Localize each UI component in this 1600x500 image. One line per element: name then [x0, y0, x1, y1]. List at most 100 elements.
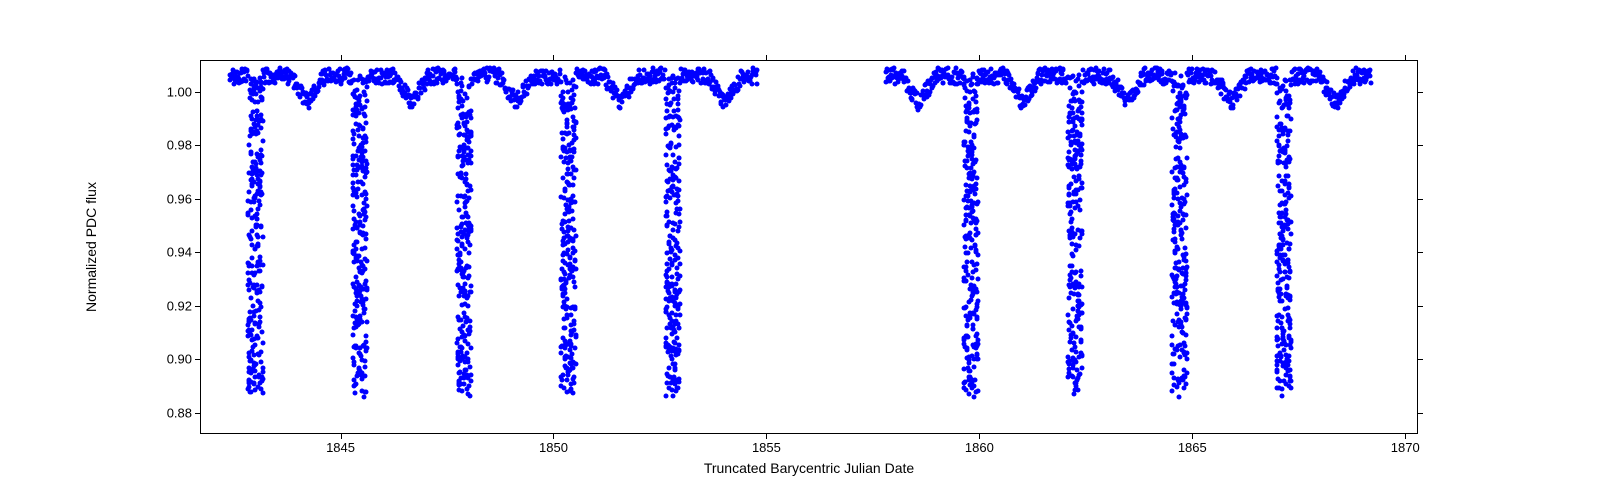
data-point: [973, 378, 978, 383]
data-point: [363, 93, 368, 98]
data-point: [1289, 378, 1294, 383]
data-point: [677, 117, 682, 122]
data-point: [259, 224, 264, 229]
data-point: [255, 216, 260, 221]
data-point: [573, 136, 578, 141]
data-point: [247, 143, 252, 148]
data-point: [673, 361, 678, 366]
data-point: [676, 108, 681, 113]
data-point: [676, 143, 681, 148]
data-point: [355, 186, 360, 191]
data-point: [1277, 154, 1282, 159]
data-point: [1184, 350, 1189, 355]
data-point: [1070, 253, 1075, 258]
data-point: [618, 106, 623, 111]
data-point: [252, 343, 257, 348]
data-point: [1287, 156, 1292, 161]
data-point: [1184, 317, 1189, 322]
data-point: [364, 121, 369, 126]
data-point: [460, 83, 465, 88]
data-point: [1066, 193, 1071, 198]
data-point: [1066, 312, 1071, 317]
data-point: [459, 345, 464, 350]
data-point: [677, 288, 682, 293]
data-point: [619, 99, 624, 104]
data-point: [459, 388, 464, 393]
data-point: [257, 314, 262, 319]
y-tick-label: 0.94: [167, 245, 192, 260]
data-point: [1070, 264, 1075, 269]
data-point: [969, 276, 974, 281]
data-point: [1170, 202, 1175, 207]
x-tick-label: 1850: [539, 440, 568, 455]
data-point: [665, 213, 670, 218]
x-tick: [553, 55, 554, 60]
data-point: [970, 237, 975, 242]
data-point: [1080, 180, 1085, 185]
data-point: [1075, 388, 1080, 393]
data-point: [1184, 305, 1189, 310]
data-point: [975, 175, 980, 180]
data-point: [1170, 333, 1175, 338]
data-point: [1280, 299, 1285, 304]
data-point: [1288, 321, 1293, 326]
data-point: [292, 73, 297, 78]
data-point: [677, 206, 682, 211]
data-point: [976, 337, 981, 342]
data-point: [1184, 382, 1189, 387]
data-point: [976, 252, 981, 257]
data-point: [1079, 89, 1084, 94]
data-point: [422, 87, 427, 92]
data-point: [1281, 329, 1286, 334]
data-point: [570, 77, 575, 82]
data-point: [412, 102, 417, 107]
data-point: [673, 367, 678, 372]
data-point: [362, 245, 367, 250]
data-point: [1070, 307, 1075, 312]
data-point: [468, 154, 473, 159]
data-point: [677, 262, 682, 267]
data-point: [257, 320, 262, 325]
data-point: [570, 194, 575, 199]
data-point: [973, 192, 978, 197]
data-point: [1279, 394, 1284, 399]
data-point: [973, 93, 978, 98]
data-point: [562, 286, 567, 291]
data-point: [572, 92, 577, 97]
data-point: [1092, 81, 1097, 86]
data-point: [463, 205, 468, 210]
data-point: [468, 284, 473, 289]
data-point: [1079, 268, 1084, 273]
data-point: [995, 81, 1000, 86]
data-point: [968, 230, 973, 235]
data-point: [469, 108, 474, 113]
data-point: [1184, 311, 1189, 316]
data-point: [364, 204, 369, 209]
data-point: [1079, 117, 1084, 122]
data-point: [353, 391, 358, 396]
data-point: [455, 362, 460, 367]
data-point: [416, 95, 421, 100]
data-point: [363, 333, 368, 338]
data-point: [976, 298, 981, 303]
data-point: [524, 91, 529, 96]
data-point: [565, 296, 570, 301]
data-point: [1274, 66, 1279, 71]
data-point: [560, 96, 565, 101]
data-point: [975, 316, 980, 321]
data-point: [1072, 124, 1077, 129]
data-point: [469, 379, 474, 384]
data-point: [364, 320, 369, 325]
data-point: [1325, 79, 1330, 84]
data-point: [971, 169, 976, 174]
data-point: [1182, 246, 1187, 251]
data-point: [1073, 344, 1078, 349]
data-point: [486, 74, 491, 79]
data-point: [1289, 194, 1294, 199]
data-point: [663, 394, 668, 399]
data-point: [975, 117, 980, 122]
data-point: [465, 215, 470, 220]
data-point: [251, 314, 256, 319]
data-point: [260, 329, 265, 334]
data-point: [355, 239, 360, 244]
